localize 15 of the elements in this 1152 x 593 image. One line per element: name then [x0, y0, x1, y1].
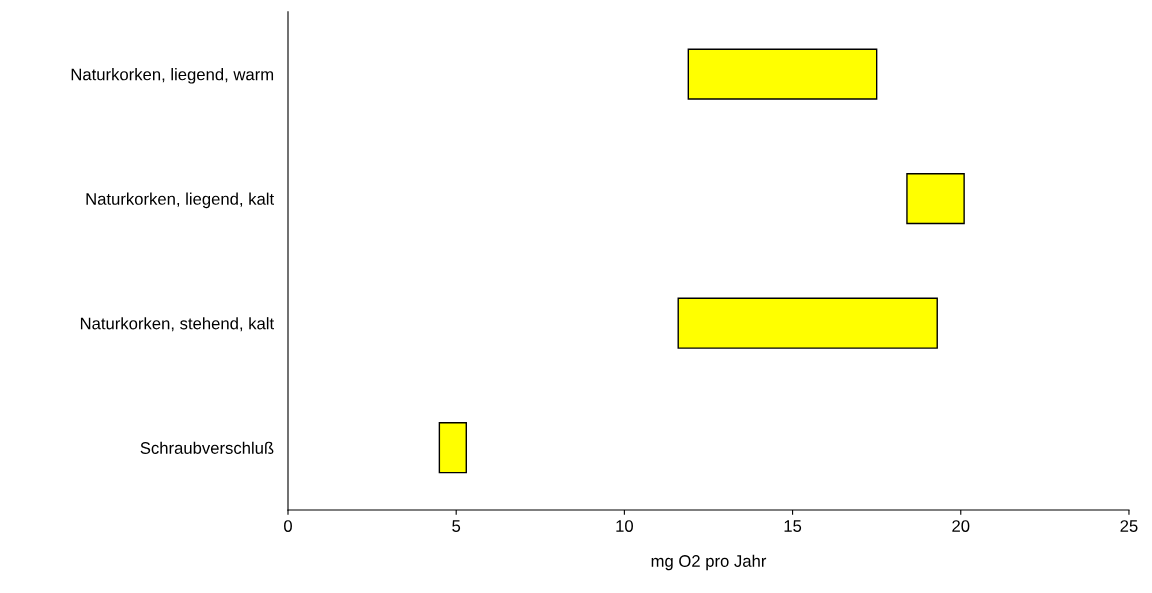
- x-tick-label: 25: [1120, 520, 1138, 532]
- x-axis-title: mg O2 pro Jahr: [651, 554, 767, 571]
- x-tick-label: 20: [952, 520, 970, 532]
- x-tick-label: 10: [616, 520, 633, 532]
- y-tick-label: Schraubverschluß: [140, 441, 274, 454]
- x-tick-label: 5: [452, 520, 461, 532]
- bar: [677, 297, 938, 349]
- bar: [687, 48, 878, 100]
- bar: [906, 173, 965, 225]
- y-tick-label: Naturkorken, liegend, kalt: [86, 192, 274, 209]
- x-tick-label: 15: [784, 520, 802, 532]
- bar: [438, 422, 467, 474]
- x-tick-label: 0: [284, 520, 292, 532]
- y-tick-label: Naturkorken, liegend, warm: [71, 68, 274, 84]
- y-tick-label: Naturkorken, stehend, kalt: [80, 317, 274, 332]
